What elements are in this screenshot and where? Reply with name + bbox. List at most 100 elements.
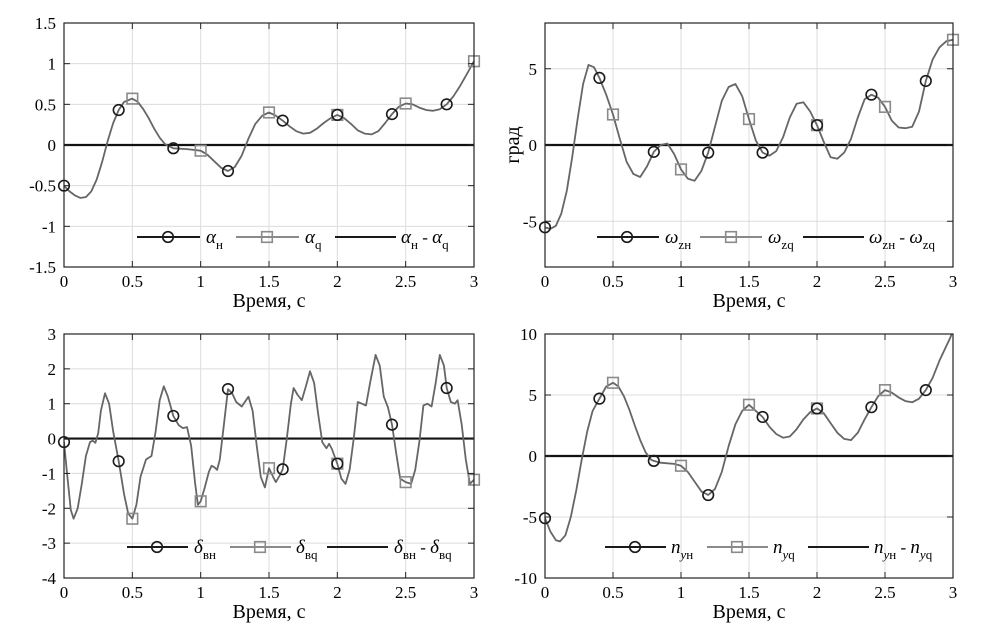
x-tick-label: 1 (196, 583, 205, 602)
y-tick-label: -0.5 (29, 177, 56, 196)
x-tick-label: 2.5 (395, 272, 416, 291)
legend-label-segment: y (679, 547, 687, 562)
y-tick-label: 0.5 (35, 95, 56, 114)
circle-marker (702, 488, 715, 502)
circle-marker (810, 402, 824, 415)
x-tick-label: 0 (60, 583, 69, 602)
legend-label-segment: q (442, 237, 449, 252)
circle-marker (440, 381, 453, 395)
square-marker (399, 97, 412, 110)
circle-marker (919, 74, 932, 88)
circle-marker (385, 418, 399, 431)
circle-marker (385, 107, 399, 121)
legend-circle-marker (628, 540, 642, 554)
legend-label-segment: δ (430, 537, 440, 558)
x-axis-label: Время, с (233, 601, 306, 623)
x-tick-label: 3 (470, 583, 479, 602)
circle-marker (112, 103, 125, 117)
circle-marker (276, 463, 289, 476)
x-tick-label: 0 (541, 272, 550, 291)
circle-marker (702, 146, 715, 159)
legend-square-marker (260, 230, 274, 244)
legend-label-segment: δ (394, 537, 404, 558)
x-tick-label: 2.5 (395, 583, 416, 602)
legend-label-segment: н (216, 237, 223, 252)
y-tick-label: 1.5 (35, 14, 56, 33)
signal-curve (64, 60, 474, 199)
square-marker (194, 495, 207, 508)
square-marker (126, 512, 139, 525)
legend-label: nyн (671, 537, 693, 562)
legend-label-segment: - (895, 228, 909, 247)
legend: αн αq αн - αq (137, 227, 449, 252)
square-marker (194, 144, 207, 157)
x-tick-label: 1.5 (738, 583, 759, 602)
square-marker (742, 112, 756, 126)
circle-marker (221, 164, 235, 178)
legend-label-segment: вq (439, 547, 452, 562)
x-tick-label: 0.5 (602, 272, 623, 291)
legend-label-segment: н (889, 547, 896, 562)
legend-label: nyн - nyq (874, 537, 933, 562)
x-axis-label: Время, с (713, 290, 786, 312)
circle-marker (167, 142, 180, 155)
legend-label-segment: y (781, 547, 789, 562)
legend-label-segment: zq (781, 237, 794, 252)
legend-label-segment: zq (923, 237, 936, 252)
square-marker (878, 100, 892, 113)
legend-label: αq (305, 227, 322, 252)
x-tick-label: 2 (333, 583, 342, 602)
square-marker (878, 384, 892, 397)
legend-label-segment: n (773, 537, 783, 558)
legend-label-segment: q (926, 547, 933, 562)
x-tick-label: 3 (470, 272, 479, 291)
square-marker (262, 106, 276, 119)
square-marker (126, 92, 139, 105)
legend-label-segment: вн (203, 547, 216, 562)
square-marker (262, 462, 276, 475)
legend-label-segment: - (896, 538, 910, 557)
legend-label: δвq (296, 537, 318, 562)
legend-label-segment: α (206, 227, 217, 248)
legend: nyн nyq nyн - nyq (605, 537, 933, 562)
legend-label-segment: n (874, 537, 884, 558)
x-tick-label: 1 (196, 272, 205, 291)
y-tick-label: 0 (529, 136, 538, 155)
circle-marker (593, 392, 606, 405)
circle-marker (331, 108, 344, 122)
y-tick-label: -10 (514, 569, 537, 588)
legend-label-segment: q (315, 237, 322, 252)
legend-label-segment: α (432, 227, 443, 248)
x-tick-label: 2 (333, 272, 342, 291)
x-tick-label: 2 (813, 272, 822, 291)
circle-marker (756, 410, 769, 424)
legend-label-segment: ω (909, 227, 922, 248)
y-tick-label: -2 (42, 499, 56, 518)
legend-square-marker (724, 230, 738, 244)
circle-marker (221, 382, 235, 396)
circle-marker (810, 119, 824, 132)
legend-label: αн (206, 227, 223, 252)
x-tick-label: 0.5 (602, 583, 623, 602)
x-tick-label: 0 (60, 272, 69, 291)
legend-label: δвн - δвq (394, 537, 452, 562)
circle-marker (331, 457, 344, 470)
legend-label-segment: q (788, 547, 795, 562)
square-marker (606, 108, 620, 121)
legend-square-marker (253, 540, 267, 554)
legend-label: αн - αq (401, 227, 449, 252)
circle-marker (276, 114, 289, 127)
y-tick-label: 5 (529, 386, 538, 405)
y-tick-label: -1.5 (29, 258, 56, 277)
circle-marker (865, 401, 878, 414)
circle-marker (647, 454, 660, 467)
circle-marker (919, 384, 932, 397)
circle-marker (865, 88, 878, 101)
legend-circle-marker (150, 540, 164, 554)
legend-label-segment: ω (768, 227, 781, 248)
legend-label: ωzн (665, 227, 691, 252)
